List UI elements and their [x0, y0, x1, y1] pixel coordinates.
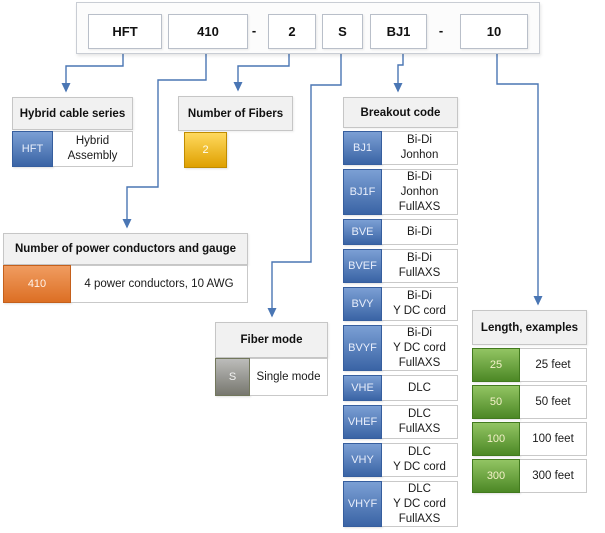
code-row: 50 50 feet — [472, 385, 587, 419]
part-number-container: HFT 410-2 S BJ1-10 — [76, 2, 540, 54]
desc-cell: DLC Y DC cord — [382, 443, 458, 477]
code-row: 410 4 power conductors, 10 AWG — [3, 265, 248, 303]
part-number-segment: HFT — [88, 14, 162, 49]
fibers-table: Number of Fibers 2 — [178, 96, 293, 170]
breakout-table: Breakout code BJ1 Bi-Di Jonhon BJ1F Bi-Di J… — [343, 97, 458, 531]
code-cell: VHEF — [343, 405, 382, 439]
fibers-table-title: Number of Fibers — [178, 96, 293, 131]
part-number-segment: 2 — [268, 14, 316, 49]
code-row: S Single mode — [215, 358, 328, 396]
power-table: Number of power conductors and gauge 410… — [3, 233, 248, 305]
code-cell: BVY — [343, 287, 382, 321]
part-number-segment: 10 — [460, 14, 528, 49]
code-row: 2 — [184, 132, 227, 168]
arrow-10-to-length — [496, 48, 543, 306]
desc-cell: Bi-Di Y DC cord — [382, 287, 458, 321]
code-cell: 100 — [472, 422, 520, 456]
code-cell: S — [215, 358, 250, 396]
dash-separator: - — [251, 23, 257, 38]
code-row: VHY DLC Y DC cord — [343, 443, 458, 477]
code-row: VHEF DLC FullAXS — [343, 405, 458, 439]
code-cell: 300 — [472, 459, 520, 493]
desc-cell: Bi-Di Y DC cord FullAXS — [382, 325, 458, 371]
desc-cell: 100 feet — [520, 422, 587, 456]
series-table: Hybrid cable series HFT Hybrid Assembly — [12, 97, 133, 169]
fiber-mode-table: Fiber mode S Single mode — [215, 322, 328, 398]
part-number-segment: 410 — [168, 14, 248, 49]
code-cell: VHY — [343, 443, 382, 477]
desc-cell: Bi-Di Jonhon — [382, 131, 458, 165]
desc-cell: DLC Y DC cord FullAXS — [382, 481, 458, 527]
dash-separator: - — [438, 23, 444, 38]
code-row: BJ1 Bi-Di Jonhon — [343, 131, 458, 165]
code-row: BVE Bi-Di — [343, 219, 458, 245]
code-row: BVYF Bi-Di Y DC cord FullAXS — [343, 325, 458, 371]
code-cell: 410 — [3, 265, 71, 303]
arrow-bj1-to-breakout — [393, 48, 404, 93]
desc-cell: Single mode — [250, 358, 328, 396]
code-row: 100 100 feet — [472, 422, 587, 456]
code-cell: VHYF — [343, 481, 382, 527]
series-table-title: Hybrid cable series — [12, 97, 133, 130]
desc-cell: Bi-Di — [382, 219, 458, 245]
code-row: 25 25 feet — [472, 348, 587, 382]
code-cell: 50 — [472, 385, 520, 419]
code-row: VHYF DLC Y DC cord FullAXS — [343, 481, 458, 527]
code-cell: BVE — [343, 219, 382, 245]
fiber-mode-table-title: Fiber mode — [215, 322, 328, 358]
code-row: 300 300 feet — [472, 459, 587, 493]
code-cell: 25 — [472, 348, 520, 382]
desc-cell: 4 power conductors, 10 AWG — [71, 265, 248, 303]
arrow-410-to-power — [122, 48, 207, 229]
desc-cell: 50 feet — [520, 385, 587, 419]
code-cell: BVYF — [343, 325, 382, 371]
code-cell: BJ1 — [343, 131, 382, 165]
desc-cell: Bi-Di FullAXS — [382, 249, 458, 283]
code-cell: VHE — [343, 375, 382, 401]
code-cell: HFT — [12, 131, 53, 167]
desc-cell: Bi-Di Jonhon FullAXS — [382, 169, 458, 215]
code-row: HFT Hybrid Assembly — [12, 131, 133, 167]
desc-cell: 25 feet — [520, 348, 587, 382]
desc-cell: DLC — [382, 375, 458, 401]
part-number-segment: S — [322, 14, 363, 49]
length-table: Length, examples 25 25 feet 50 50 feet 100 10… — [472, 310, 587, 496]
desc-cell: DLC FullAXS — [382, 405, 458, 439]
code-cell: BJ1F — [343, 169, 382, 215]
code-cell: BVEF — [343, 249, 382, 283]
code-row: BJ1F Bi-Di Jonhon FullAXS — [343, 169, 458, 215]
code-row: VHE DLC — [343, 375, 458, 401]
desc-cell: Hybrid Assembly — [53, 131, 133, 167]
arrow-2-to-fibers — [233, 48, 290, 92]
power-table-title: Number of power conductors and gauge — [3, 233, 248, 265]
arrow-hft-to-series — [61, 48, 124, 93]
code-row: BVEF Bi-Di FullAXS — [343, 249, 458, 283]
code-row: BVY Bi-Di Y DC cord — [343, 287, 458, 321]
length-table-title: Length, examples — [472, 310, 587, 345]
code-cell: 2 — [184, 132, 227, 168]
arrow-s-to-fiber-mode — [267, 48, 342, 318]
part-number-segment: BJ1 — [370, 14, 427, 49]
breakout-table-title: Breakout code — [343, 97, 458, 128]
desc-cell: 300 feet — [520, 459, 587, 493]
